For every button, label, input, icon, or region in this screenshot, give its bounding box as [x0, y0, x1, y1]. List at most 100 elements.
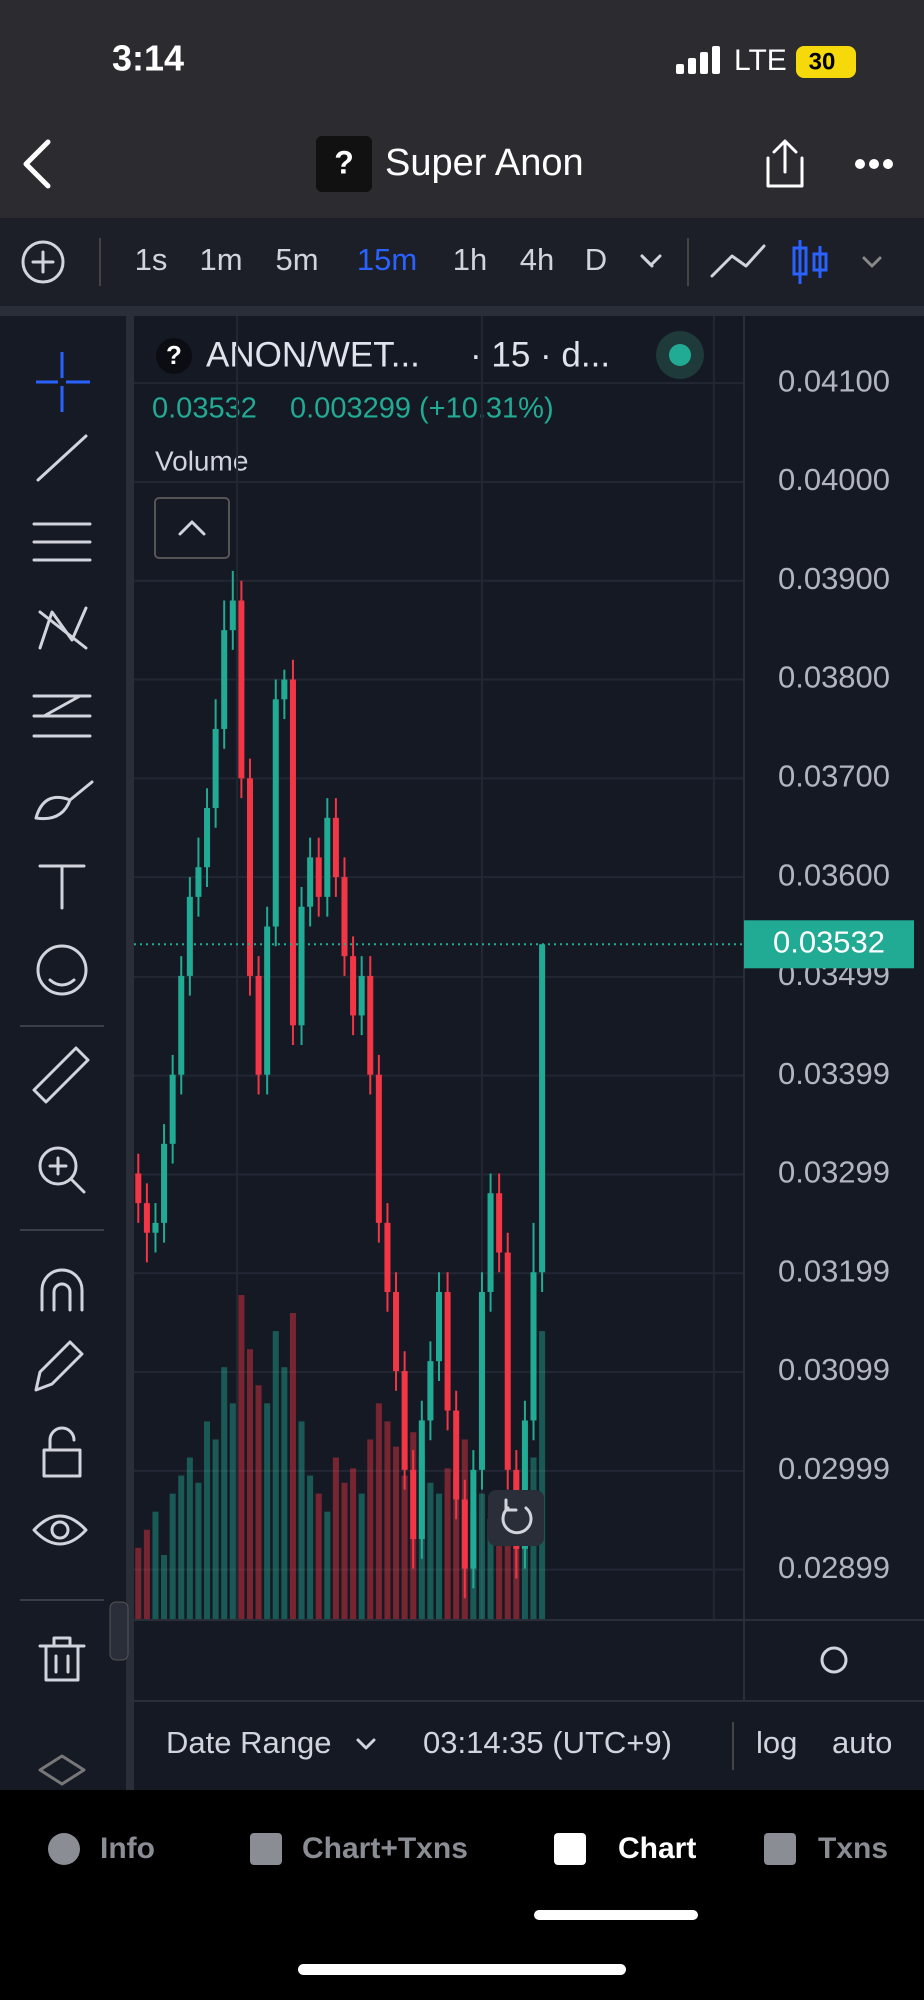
share-button[interactable]	[766, 139, 804, 188]
line-chart-button[interactable]	[710, 244, 766, 278]
volume-bar	[238, 1295, 245, 1620]
candle-body	[332, 817, 339, 878]
delete-tool[interactable]	[38, 1636, 86, 1682]
auto-toggle[interactable]: auto	[832, 1725, 892, 1760]
volume-bar	[324, 1511, 331, 1620]
volume-bar	[315, 1493, 322, 1620]
candle-body	[169, 1074, 176, 1144]
interval-group: 1s 1m 5m 15m 1h 4h D	[135, 242, 608, 277]
y-tick-label: 0.03399	[778, 1056, 890, 1091]
candle-body	[350, 956, 357, 1016]
interval-button[interactable]: 1h	[453, 242, 487, 277]
volume-bar	[444, 1468, 451, 1620]
text-tool[interactable]	[38, 864, 86, 910]
signal-icon	[676, 46, 720, 74]
y-tick-label: 0.03299	[778, 1155, 890, 1190]
volume-bar	[350, 1468, 357, 1620]
tab-bar: Info Chart+Txns Chart Txns	[48, 1832, 888, 1865]
pattern-tool[interactable]	[38, 606, 88, 650]
volume-bar	[221, 1367, 228, 1620]
reset-glyph	[501, 1498, 533, 1535]
collapse-legend-caret	[178, 520, 206, 536]
candle-body	[186, 896, 193, 976]
candle-body	[470, 1469, 477, 1569]
candle-body	[427, 1361, 434, 1421]
tab[interactable]: Txns	[818, 1832, 888, 1865]
candle-body	[496, 1193, 503, 1253]
volume-label: Volume	[155, 445, 248, 476]
parallel-lines-tool[interactable]	[32, 522, 92, 562]
drawing-tools	[20, 352, 129, 1786]
interval-button[interactable]: 1m	[199, 242, 242, 277]
last-price-label: 0.03532	[773, 924, 885, 959]
y-tick-label: 0.04000	[778, 462, 890, 497]
crosshair-tool[interactable]	[36, 352, 90, 412]
tab-icon	[554, 1833, 586, 1865]
emoji-smile	[48, 978, 76, 987]
volume-bar	[487, 1518, 494, 1620]
measure-tool[interactable]	[32, 1046, 90, 1104]
tab[interactable]: Chart	[618, 1832, 696, 1865]
volume-bar	[255, 1385, 262, 1620]
magnet-tool[interactable]	[40, 1268, 84, 1312]
reset-button[interactable]	[488, 1490, 544, 1546]
log-toggle[interactable]: log	[756, 1725, 797, 1760]
volume-bar	[453, 1475, 460, 1620]
more-button[interactable]	[855, 159, 893, 169]
bottom-bar-bg	[134, 1702, 924, 1790]
chart-type-dropdown[interactable]	[862, 256, 882, 268]
candle-body	[504, 1252, 511, 1470]
candle-body	[229, 600, 236, 631]
candle-chart-button[interactable]	[792, 240, 828, 284]
candle-body	[358, 975, 365, 1016]
lock-drawings-tool[interactable]	[34, 1340, 84, 1392]
candle-body	[341, 877, 348, 957]
tab[interactable]: Chart+Txns	[302, 1832, 468, 1865]
volume-bar	[341, 1482, 348, 1620]
candle-body	[281, 679, 288, 700]
candle-body	[487, 1193, 494, 1293]
collapse-tools[interactable]	[109, 1601, 129, 1661]
interval-button[interactable]: 1s	[135, 242, 168, 277]
y-tick-label: 0.02899	[778, 1550, 890, 1585]
collapse-legend[interactable]	[154, 497, 230, 559]
legend-change: 0.003299 (+10.31%)	[290, 393, 554, 425]
trend-line-tool[interactable]	[36, 434, 88, 482]
market-status-dot	[669, 344, 691, 366]
fib-tool[interactable]	[32, 694, 92, 738]
tab[interactable]: Info	[100, 1832, 155, 1865]
brush-tool[interactable]	[34, 780, 94, 821]
symbol-interval: · 15 · d...	[470, 335, 610, 374]
candle-body	[315, 857, 322, 897]
volume-bar	[152, 1511, 159, 1620]
candle-body	[212, 728, 219, 808]
candle-body	[418, 1420, 425, 1539]
back-button[interactable]	[23, 139, 51, 189]
unlock-tool[interactable]	[42, 1448, 82, 1478]
volume-bar	[246, 1349, 253, 1620]
add-indicator-button[interactable]	[21, 240, 65, 284]
volume-bar	[332, 1457, 339, 1620]
unlock-shackle	[48, 1426, 76, 1452]
interval-button[interactable]: 5m	[275, 242, 318, 277]
symbol-name: ANON/WET...	[206, 335, 420, 374]
volume-bar	[135, 1547, 142, 1620]
date-range[interactable]: Date Range	[166, 1725, 331, 1760]
settings-button[interactable]	[820, 1646, 848, 1674]
symbol-icon	[156, 338, 192, 374]
layers-tool[interactable]	[38, 1754, 86, 1786]
toolbar-bg	[0, 218, 924, 306]
clock: 03:14:35 (UTC+9)	[423, 1725, 672, 1760]
candle-body	[298, 906, 305, 1026]
interval-button[interactable]: D	[585, 242, 607, 277]
y-tick-label: 0.02999	[778, 1451, 890, 1486]
interval-button[interactable]: 4h	[520, 242, 554, 277]
hide-tool[interactable]	[32, 1514, 88, 1546]
emoji-tool[interactable]	[36, 944, 88, 996]
status-time: 3:14	[112, 38, 184, 79]
interval-button[interactable]: 15m	[357, 242, 417, 277]
home-indicator	[298, 1964, 626, 1975]
zoom-tool[interactable]	[38, 1146, 78, 1186]
y-tick-label: 0.04100	[778, 363, 890, 398]
volume-bar	[496, 1529, 503, 1620]
